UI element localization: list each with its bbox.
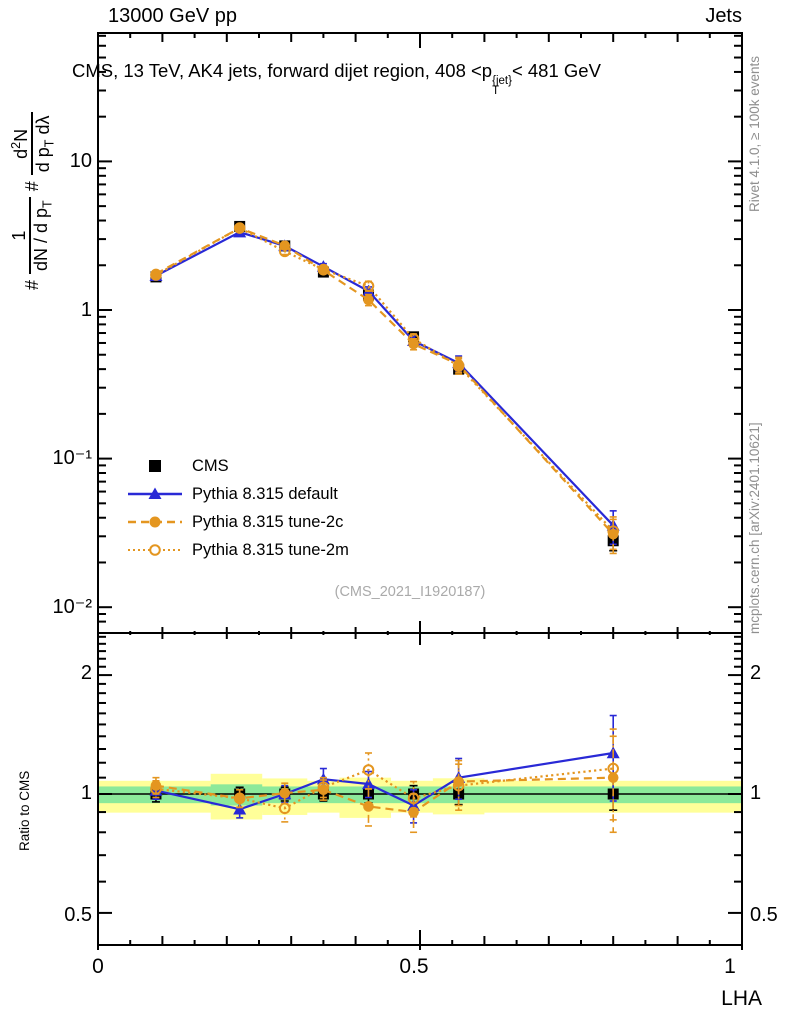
legend-label: Pythia 8.315 tune-2m	[192, 540, 349, 559]
ratio-ytick-left-2: 2	[80, 662, 92, 684]
legend-item-pythia-default: Pythia 8.315 default	[128, 480, 349, 508]
main-panel	[149, 220, 620, 555]
ratio-ytick-left-1: 1	[80, 782, 92, 804]
analysis-id-watermark: (CMS_2021_I1920187)	[334, 584, 486, 600]
ratio-ytick-left-0p5: 0.5	[64, 904, 92, 926]
ratio-y-axis-label: Ratio to CMS	[17, 770, 32, 851]
legend-item-pythia-2c: Pythia 8.315 tune-2c	[128, 508, 349, 536]
xtick-1: 1	[724, 955, 736, 978]
pythia-default-marker-icon	[128, 487, 182, 499]
main-ytick-1: 1	[80, 299, 92, 321]
pythia-2c-marker-icon	[128, 516, 182, 528]
main-ytick-0p1: 10⁻¹	[52, 447, 92, 469]
ratio-ytick-right-0p5: 0.5	[750, 904, 778, 926]
beam-energy-label: 13000 GeV pp	[108, 5, 237, 27]
cms-marker-icon	[149, 460, 161, 472]
ratio-ytick-right-2: 2	[750, 662, 762, 684]
xtick-0: 0	[92, 955, 104, 978]
main-y-axis-label: # 1 dN / d pT # d2N d pT dλ	[6, 112, 60, 290]
legend: CMS Pythia 8.315 default Pythia 8.315 tu…	[128, 452, 349, 564]
axis-ticks	[97, 33, 743, 950]
generator-version-label: Rivet 4.1.0, ≥ 100k events	[747, 56, 762, 212]
main-ytick-0p01: 10⁻²	[52, 596, 92, 618]
legend-label: Pythia 8.315 tune-2c	[192, 512, 344, 531]
ratio-panel	[98, 714, 742, 834]
ratio-ytick-right-1: 1	[750, 782, 762, 804]
plot-title: CMS, 13 TeV, AK4 jets, forward dijet reg…	[72, 60, 601, 97]
legend-item-cms: CMS	[128, 452, 349, 480]
mcplots-attribution-label: mcplots.cern.ch [arXiv:2401.10621]	[747, 422, 762, 634]
x-axis-title: LHA	[721, 987, 762, 1010]
xtick-0p5: 0.5	[399, 955, 429, 978]
legend-label: CMS	[192, 456, 229, 475]
analysis-group-label: Jets	[705, 5, 742, 27]
main-ytick-10: 10	[69, 150, 92, 172]
legend-item-pythia-2m: Pythia 8.315 tune-2m	[128, 536, 349, 564]
pythia-2m-marker-icon	[128, 544, 182, 556]
legend-label: Pythia 8.315 default	[192, 484, 338, 503]
